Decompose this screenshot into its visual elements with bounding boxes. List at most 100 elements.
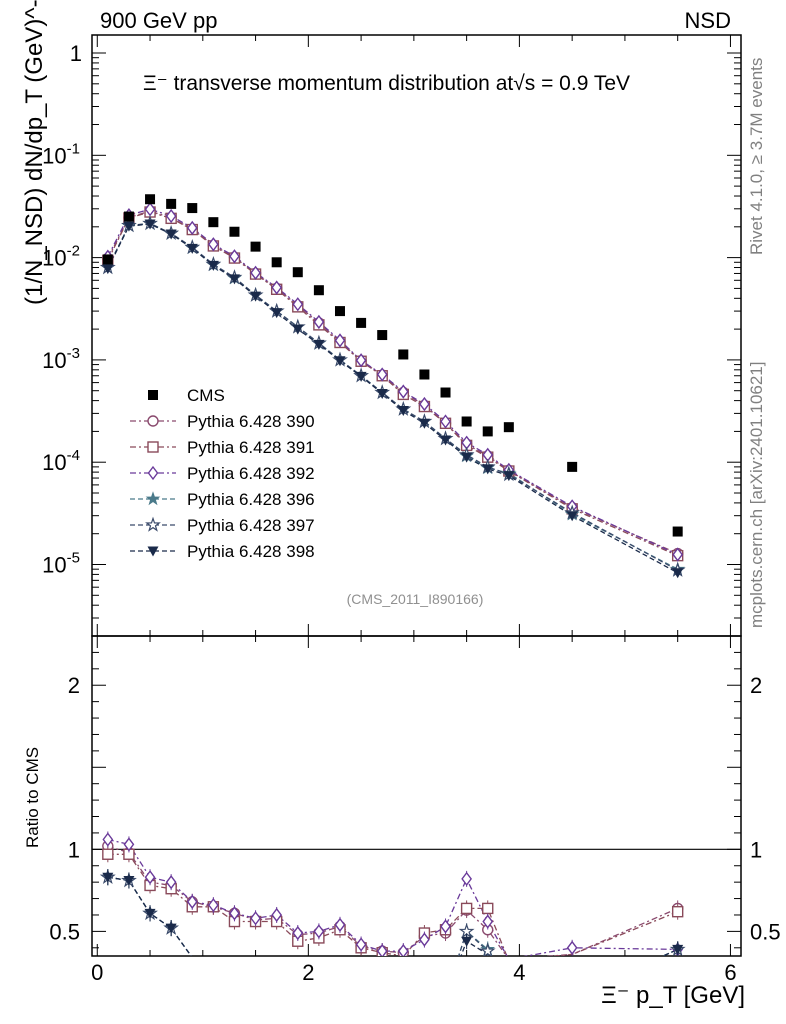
series-marker-top — [482, 464, 494, 475]
ratio-marker — [672, 944, 684, 955]
series-marker-top — [186, 243, 198, 254]
data-point-cms — [102, 254, 113, 265]
ratio-marker — [271, 907, 283, 923]
data-point-cms — [461, 416, 472, 427]
legend-marker — [148, 390, 158, 400]
series-markers — [99, 194, 686, 956]
series-marker-top — [123, 221, 135, 232]
chart-title-main: Ξ⁻ transverse momentum distribution at — [143, 72, 513, 95]
ratio-line — [107, 876, 678, 956]
header-right: NSD — [685, 8, 731, 33]
ratio-marker — [313, 924, 325, 939]
x-tick-label: 2 — [302, 960, 314, 985]
legend-entry: Pythia 6.428 392 — [130, 464, 315, 483]
series-marker-top — [250, 291, 262, 302]
y-tick-label-top: 10-1 — [42, 140, 80, 168]
ratio-line — [107, 876, 678, 956]
ratio-marker — [102, 832, 114, 847]
series-marker-top — [186, 220, 198, 236]
data-point-cms — [440, 387, 451, 398]
legend-label: Pythia 6.428 390 — [187, 412, 315, 431]
data-point-cms — [271, 257, 282, 268]
data-point-cms — [313, 285, 324, 296]
legend-entry: Pythia 6.428 396 — [130, 490, 315, 509]
ratio-marker — [165, 923, 177, 934]
series-marker-top — [228, 274, 240, 285]
x-tick-label: 0 — [91, 960, 103, 985]
series-marker-top — [292, 324, 304, 335]
ratio-marker — [460, 902, 473, 915]
series-marker-top — [102, 264, 114, 275]
data-point-cms — [672, 526, 683, 537]
y-axis-label-top: (1/N_NSD) dN/dp_T (GeV)^-1 — [21, 0, 48, 305]
series-marker-top — [672, 547, 684, 562]
ratio-marker — [250, 911, 261, 926]
series-marker-top — [334, 333, 346, 348]
y-tick-label-bottom-right: 2 — [750, 673, 762, 698]
data-point-cms — [229, 226, 240, 237]
legend-marker — [147, 441, 159, 453]
series-line-top — [107, 223, 679, 574]
series-line-top — [107, 222, 679, 571]
legend-entry: Pythia 6.428 397 — [130, 516, 315, 535]
legend-marker — [147, 465, 159, 481]
ratio-marker — [292, 925, 304, 941]
data-point-cms — [356, 317, 367, 328]
ratio-marker — [419, 932, 430, 947]
data-point-cms — [250, 241, 261, 252]
ratio-marker — [397, 943, 409, 956]
y-tick-label-bottom: 1 — [68, 837, 80, 862]
ratio-line — [107, 853, 678, 956]
ratio-marker — [376, 943, 388, 956]
ratio-marker — [144, 908, 156, 919]
series-marker-top — [271, 280, 283, 295]
data-point-cms — [166, 198, 177, 209]
legend-label: Pythia 6.428 396 — [187, 490, 315, 509]
data-point-cms — [334, 306, 345, 317]
side-text-top: Rivet 4.1.0, ≥ 3.7M events — [747, 58, 766, 255]
ratio-marker — [482, 914, 494, 929]
legend-label: Pythia 6.428 392 — [187, 464, 315, 483]
series-marker-top — [165, 229, 177, 240]
data-point-cms — [292, 267, 303, 278]
ratio-marker — [479, 942, 496, 956]
series-marker-top — [334, 356, 346, 367]
series-marker-top — [397, 384, 409, 399]
ratio-marker — [482, 902, 494, 915]
legend-label: Pythia 6.428 398 — [187, 542, 315, 561]
series-marker-top — [355, 371, 367, 382]
series-marker-top — [440, 414, 451, 429]
x-axis-label: Ξ⁻ p_T [GeV] — [601, 982, 745, 1009]
legend-entry: Pythia 6.428 390 — [130, 412, 315, 431]
legend-entry: CMS — [148, 386, 225, 405]
data-point-cms — [187, 203, 198, 214]
ratio-marker — [229, 906, 240, 921]
data-point-cms — [503, 422, 514, 433]
header-left: 900 GeV pp — [100, 8, 217, 33]
ratio-marker — [440, 919, 451, 934]
chart-title-sqrt: √s — [513, 72, 535, 95]
series-marker-top — [376, 367, 388, 382]
axes-layer: 0 2 4 6 1 10-1 10-2 10-3 10-4 10-5 0.5 0.5 1 1 2 2 — [42, 35, 781, 985]
ratio-marker — [461, 936, 473, 947]
ratio-marker — [334, 917, 346, 932]
data-point-cms — [123, 211, 134, 222]
legend-entry: Pythia 6.428 398 — [130, 542, 315, 561]
chart-title: Ξ⁻ transverse momentum distribution at√s… — [143, 72, 630, 95]
series-marker-top — [440, 435, 452, 446]
ratio-line — [107, 845, 678, 956]
data-point-cms — [419, 369, 430, 380]
legend-marker — [145, 491, 161, 506]
series-marker-top — [292, 297, 304, 312]
y-tick-label-bottom: 0.5 — [49, 919, 80, 944]
series-marker-top — [503, 471, 515, 482]
legend-marker — [145, 516, 161, 532]
series-marker-top — [461, 452, 473, 463]
legend: CMS Pythia 6.428 390 Pythia 6.428 391 Pythi… — [130, 386, 315, 561]
legend-label: Pythia 6.428 397 — [187, 516, 315, 535]
y-tick-label-bottom: 2 — [68, 673, 80, 698]
legend-marker — [147, 415, 159, 427]
series-marker-top — [207, 237, 219, 252]
data-point-cms — [377, 330, 388, 341]
